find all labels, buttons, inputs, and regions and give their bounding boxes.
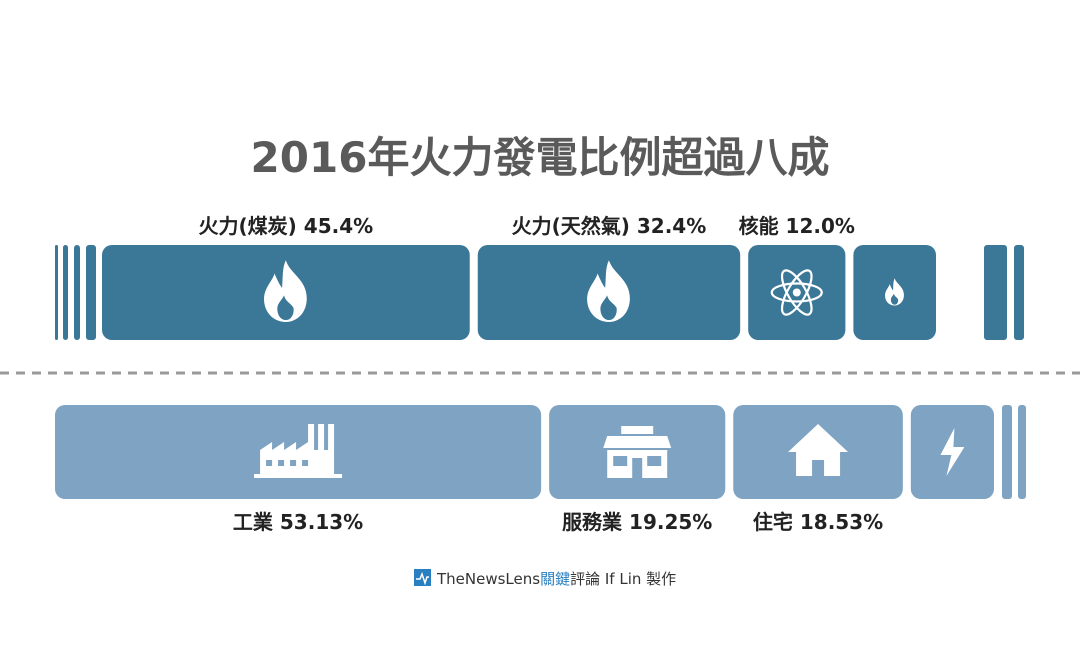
credit-text: TheNewsLens關鍵評論 If Lin 製作 — [436, 570, 676, 588]
bar-stripe — [1014, 245, 1024, 340]
flame-icon — [587, 260, 630, 322]
bar-stripe — [1002, 405, 1012, 499]
segment-label: 火力(煤炭) 45.4% — [199, 214, 374, 238]
shop-icon — [603, 426, 672, 478]
credit-brand-zh: 關鍵 — [540, 570, 570, 588]
segment-label: 住宅 18.53% — [753, 510, 883, 534]
segment-label: 火力(天然氣) 32.4% — [512, 214, 707, 238]
house-icon — [788, 424, 849, 476]
flame-icon — [885, 278, 904, 306]
flame-icon — [264, 260, 307, 322]
segment-label: 工業 53.13% — [233, 510, 363, 534]
pulse-icon — [416, 571, 429, 586]
bar-stripe — [86, 245, 96, 340]
bar-stripe — [63, 245, 68, 340]
bar-stripe — [984, 245, 1007, 340]
credit-line: TheNewsLens關鍵評論 If Lin 製作 — [414, 569, 676, 588]
segment-label: 核能 12.0% — [739, 214, 855, 238]
credit-rest: 評論 If Lin 製作 — [570, 570, 676, 588]
segment-label: 服務業 19.25% — [562, 510, 712, 534]
bar-stripe — [74, 245, 80, 340]
demand-bar-group: 工業 53.13% 服務業 19.25% 住宅 18.53% — [55, 405, 1026, 534]
factory-icon — [254, 424, 343, 478]
bar-stripe — [55, 245, 58, 340]
supply-bar-group: 火力(煤炭) 45.4% 火力(天然氣) 32.4% 核能 12.0% — [55, 214, 1024, 340]
bar-stripe — [1018, 405, 1026, 499]
credit-brand: TheNewsLens — [436, 570, 540, 588]
lightning-icon — [940, 428, 965, 476]
chart-title: 2016年火力發電比例超過八成 — [251, 133, 830, 182]
